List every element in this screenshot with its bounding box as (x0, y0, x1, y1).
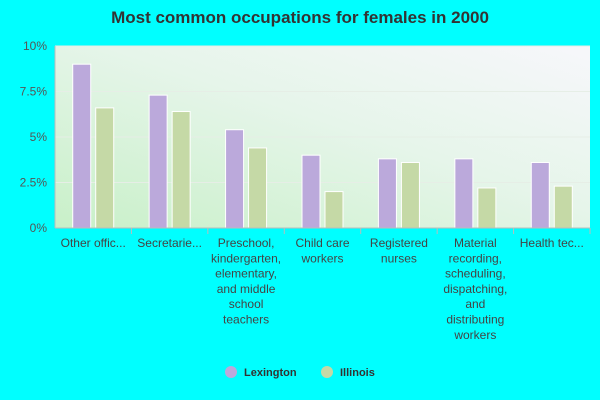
legend-label-lexington: Lexington (244, 367, 297, 379)
y-tick-label: 0% (30, 221, 48, 235)
bar-illinois-2 (248, 147, 268, 229)
x-tick-label: Other offic... (61, 236, 126, 250)
label-layer: Other offic... Secretarie... Preschool, kin… (61, 236, 584, 342)
bar-lexington-5 (454, 158, 474, 229)
y-tick-label: 5% (30, 130, 48, 144)
x-tick-label-line: Secretarie... (137, 236, 202, 250)
x-tick-label-line: elementary, (215, 267, 277, 281)
bar-illinois-3 (324, 191, 344, 229)
x-tick-label-line: Other offic... (61, 236, 126, 250)
x-tick-label-line: recording, (449, 251, 502, 265)
bar-illinois-5 (477, 187, 497, 229)
x-tick-label-line: Health tec... (520, 236, 584, 250)
x-tick-label-line: scheduling, (445, 267, 506, 281)
bar-lexington-2 (225, 129, 245, 229)
x-tick-label-line: and (465, 297, 485, 311)
legend-label-illinois: Illinois (340, 367, 375, 379)
x-tick-label-line: teachers (223, 313, 269, 327)
bar-illinois-4 (400, 161, 420, 229)
x-tick-label-line: workers (453, 328, 496, 342)
legend-swatch-illinois (321, 366, 333, 378)
bar-layer (72, 63, 573, 229)
x-tick-label: Secretarie... (137, 236, 202, 250)
axis-layer: 0% 2.5% 5% 7.5% 10% (20, 39, 591, 235)
x-tick-label-line: distributing (446, 313, 504, 327)
x-tick-label: Registered nurses (370, 236, 428, 265)
bar-illinois-0 (95, 107, 115, 229)
x-tick-label-line: Child care (295, 236, 349, 250)
y-tick-label: 2.5% (20, 176, 48, 190)
legend-swatch-lexington (225, 366, 237, 378)
x-tick-label-line: workers (300, 251, 343, 265)
x-tick-label: Material recording, scheduling, dispatching… (443, 236, 507, 342)
bar-lexington-6 (530, 161, 550, 229)
grid-layer (55, 45, 590, 183)
x-tick-label: Preschool, kindergarten, elementary, and mi… (211, 236, 281, 327)
chart-title: Most common occupations for females in 2… (111, 8, 489, 27)
bar-illinois-6 (553, 185, 573, 229)
bar-illinois-1 (171, 111, 191, 229)
x-tick-label-line: Preschool, (218, 236, 275, 250)
x-tick-label-line: dispatching, (443, 282, 507, 296)
x-tick-label-line: kindergarten, (211, 251, 281, 265)
y-tick-label: 10% (23, 39, 47, 53)
x-tick-label-line: school (229, 297, 264, 311)
x-tick-label-line: and middle (217, 282, 276, 296)
bar-lexington-4 (377, 158, 397, 229)
bar-lexington-3 (301, 154, 321, 229)
x-tick-label: Child care workers (295, 236, 349, 265)
x-tick-label-line: Registered (370, 236, 428, 250)
bar-lexington-0 (72, 63, 92, 229)
bar-lexington-1 (148, 94, 168, 229)
y-tick-label: 7.5% (20, 85, 48, 99)
x-tick-label: Health tec... (520, 236, 584, 250)
legend: Lexington Illinois (225, 366, 375, 379)
x-tick-label-line: Material (454, 236, 497, 250)
x-tick-label-line: nurses (381, 251, 417, 265)
